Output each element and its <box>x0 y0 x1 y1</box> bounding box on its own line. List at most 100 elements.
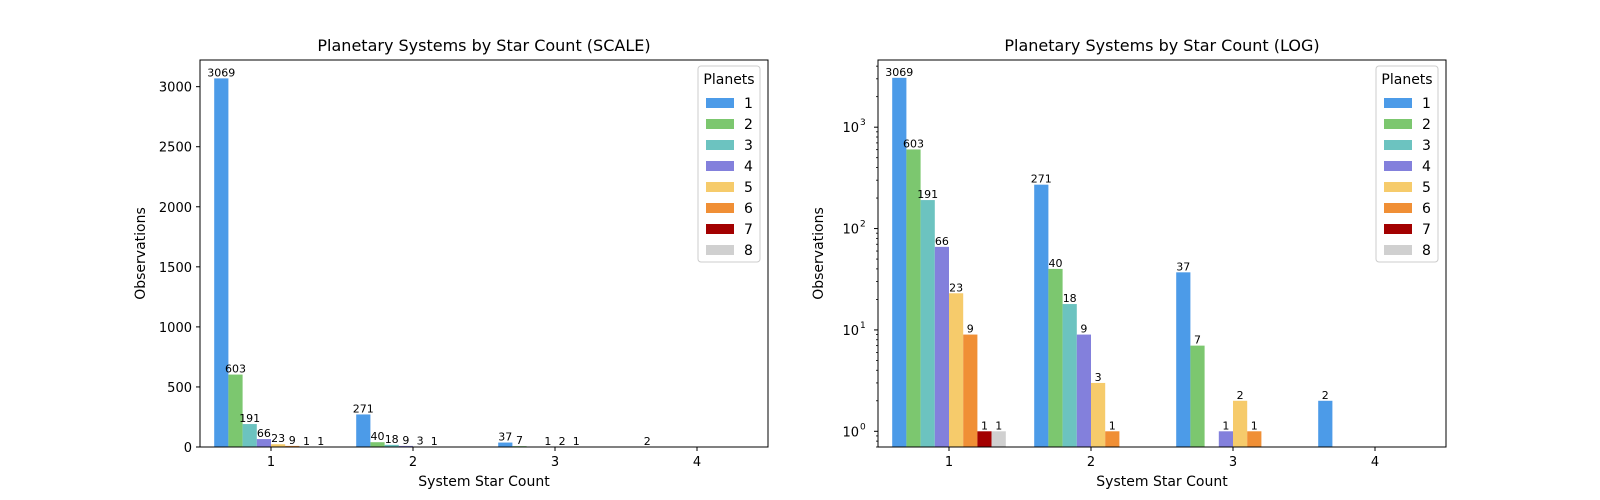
bar-planets-3-stars-1 <box>920 200 935 447</box>
bar-value-label: 1 <box>981 419 988 432</box>
bar-value-label: 2 <box>1237 389 1244 402</box>
bar-value-label: 1 <box>303 435 310 448</box>
bar-planets-1-stars-1 <box>214 78 229 447</box>
bar-planets-2-stars-1 <box>228 374 243 447</box>
bar-planets-6-stars-1 <box>963 334 978 447</box>
y-tick-label: 10 <box>842 425 859 440</box>
legend-swatch-8 <box>1384 245 1412 255</box>
x-tick-label: 4 <box>693 455 701 470</box>
legend-label: 1 <box>744 96 753 112</box>
bar-value-label: 66 <box>935 235 949 248</box>
bar-value-label: 37 <box>498 431 512 444</box>
bar-value-label: 1 <box>431 435 438 448</box>
y-axis-label: Observations <box>811 207 827 300</box>
bar-planets-4-stars-1 <box>934 246 949 447</box>
bar-planets-5-stars-1 <box>271 444 286 447</box>
bar-planets-7-stars-1 <box>977 431 992 447</box>
legend-swatch-2 <box>1384 119 1412 129</box>
bar-planets-5-stars-2 <box>1091 382 1106 447</box>
x-tick-label: 3 <box>551 455 559 470</box>
bar-planets-1-stars-2 <box>356 414 371 447</box>
legend-swatch-3 <box>706 140 734 150</box>
legend-swatch-3 <box>1384 140 1412 150</box>
y-tick-label: 10 <box>842 223 859 238</box>
y-tick-label: 500 <box>167 381 192 396</box>
bar-value-label: 2 <box>559 435 566 448</box>
legend-swatch-6 <box>1384 203 1412 213</box>
bar-planets-2-stars-1 <box>906 149 921 448</box>
y-tick-label: 1500 <box>159 261 192 276</box>
bar-value-label: 7 <box>516 434 523 447</box>
x-tick-label: 1 <box>945 455 953 470</box>
y-tick-label: 1000 <box>159 321 192 336</box>
bar-planets-4-stars-2 <box>1076 334 1091 447</box>
legend-swatch-2 <box>706 119 734 129</box>
x-axis-label: System Star Count <box>418 474 550 490</box>
bar-planets-4-stars-2 <box>398 445 413 447</box>
x-tick-label: 2 <box>409 455 417 470</box>
bar-value-label: 18 <box>1063 292 1077 305</box>
bar-value-label: 1 <box>1222 419 1229 432</box>
bar-planets-3-stars-2 <box>1062 304 1077 447</box>
legend-label: 3 <box>744 138 753 154</box>
legend-swatch-1 <box>706 98 734 108</box>
chart-title: Planetary Systems by Star Count (LOG) <box>1004 36 1319 55</box>
y-tick-label: 10 <box>842 121 859 136</box>
x-tick-label: 2 <box>1087 455 1095 470</box>
bar-planets-1-stars-2 <box>1034 184 1049 447</box>
plot-frame <box>199 59 769 448</box>
legend-label: 4 <box>744 159 753 175</box>
bar-planets-4-stars-1 <box>256 439 271 447</box>
bar-value-label: 3069 <box>885 66 913 79</box>
legend-label: 2 <box>744 117 753 133</box>
bar-planets-3-stars-1 <box>242 424 257 447</box>
legend-swatch-5 <box>1384 182 1412 192</box>
legend-swatch-4 <box>1384 161 1412 171</box>
legend-label: 7 <box>1422 222 1431 238</box>
bar-planets-2-stars-2 <box>1048 268 1063 447</box>
y-axis-label: Observations <box>133 207 149 300</box>
legend-label: 7 <box>744 222 753 238</box>
bar-planets-3-stars-2 <box>384 444 399 447</box>
y-tick-exponent: 3 <box>860 118 866 128</box>
legend-label: 5 <box>744 180 753 196</box>
bar-planets-1-stars-1 <box>892 77 907 447</box>
bar-value-label: 1 <box>573 435 580 448</box>
bar-value-label: 3069 <box>207 66 235 79</box>
bar-value-label: 7 <box>1194 334 1201 347</box>
bar-value-label: 66 <box>257 427 271 440</box>
legend-swatch-4 <box>706 161 734 171</box>
bar-planets-8-stars-1 <box>991 431 1006 447</box>
bar-value-label: 1 <box>544 435 551 448</box>
x-tick-label: 4 <box>1371 455 1379 470</box>
bar-value-label: 191 <box>239 412 260 425</box>
legend-swatch-7 <box>706 224 734 234</box>
plot-frame <box>877 59 1447 448</box>
bar-value-label: 603 <box>903 137 924 150</box>
bar-value-label: 1 <box>1109 419 1116 432</box>
bar-value-label: 1 <box>1251 419 1258 432</box>
y-tick-exponent: 2 <box>860 220 866 230</box>
bar-planets-5-stars-3 <box>1233 400 1248 447</box>
bar-value-label: 9 <box>289 434 296 447</box>
legend-label: 6 <box>744 201 753 217</box>
legend-title: Planets <box>1381 72 1432 88</box>
bar-value-label: 1 <box>995 419 1002 432</box>
bar-value-label: 40 <box>1049 257 1063 270</box>
bar-planets-2-stars-3 <box>1190 345 1205 447</box>
y-tick-exponent: 1 <box>860 321 866 331</box>
bar-value-label: 23 <box>949 281 963 294</box>
bar-value-label: 40 <box>371 430 385 443</box>
y-tick-label: 0 <box>184 441 192 456</box>
bar-value-label: 9 <box>1080 323 1087 336</box>
bar-value-label: 1 <box>317 435 324 448</box>
legend-label: 5 <box>1422 180 1431 196</box>
legend-label: 8 <box>744 243 753 259</box>
y-tick-label: 3000 <box>159 81 192 96</box>
bar-planets-1-stars-3 <box>498 442 513 447</box>
y-tick-label: 10 <box>842 324 859 339</box>
legend-swatch-8 <box>706 245 734 255</box>
legend-label: 1 <box>1422 96 1431 112</box>
legend-label: 4 <box>1422 159 1431 175</box>
